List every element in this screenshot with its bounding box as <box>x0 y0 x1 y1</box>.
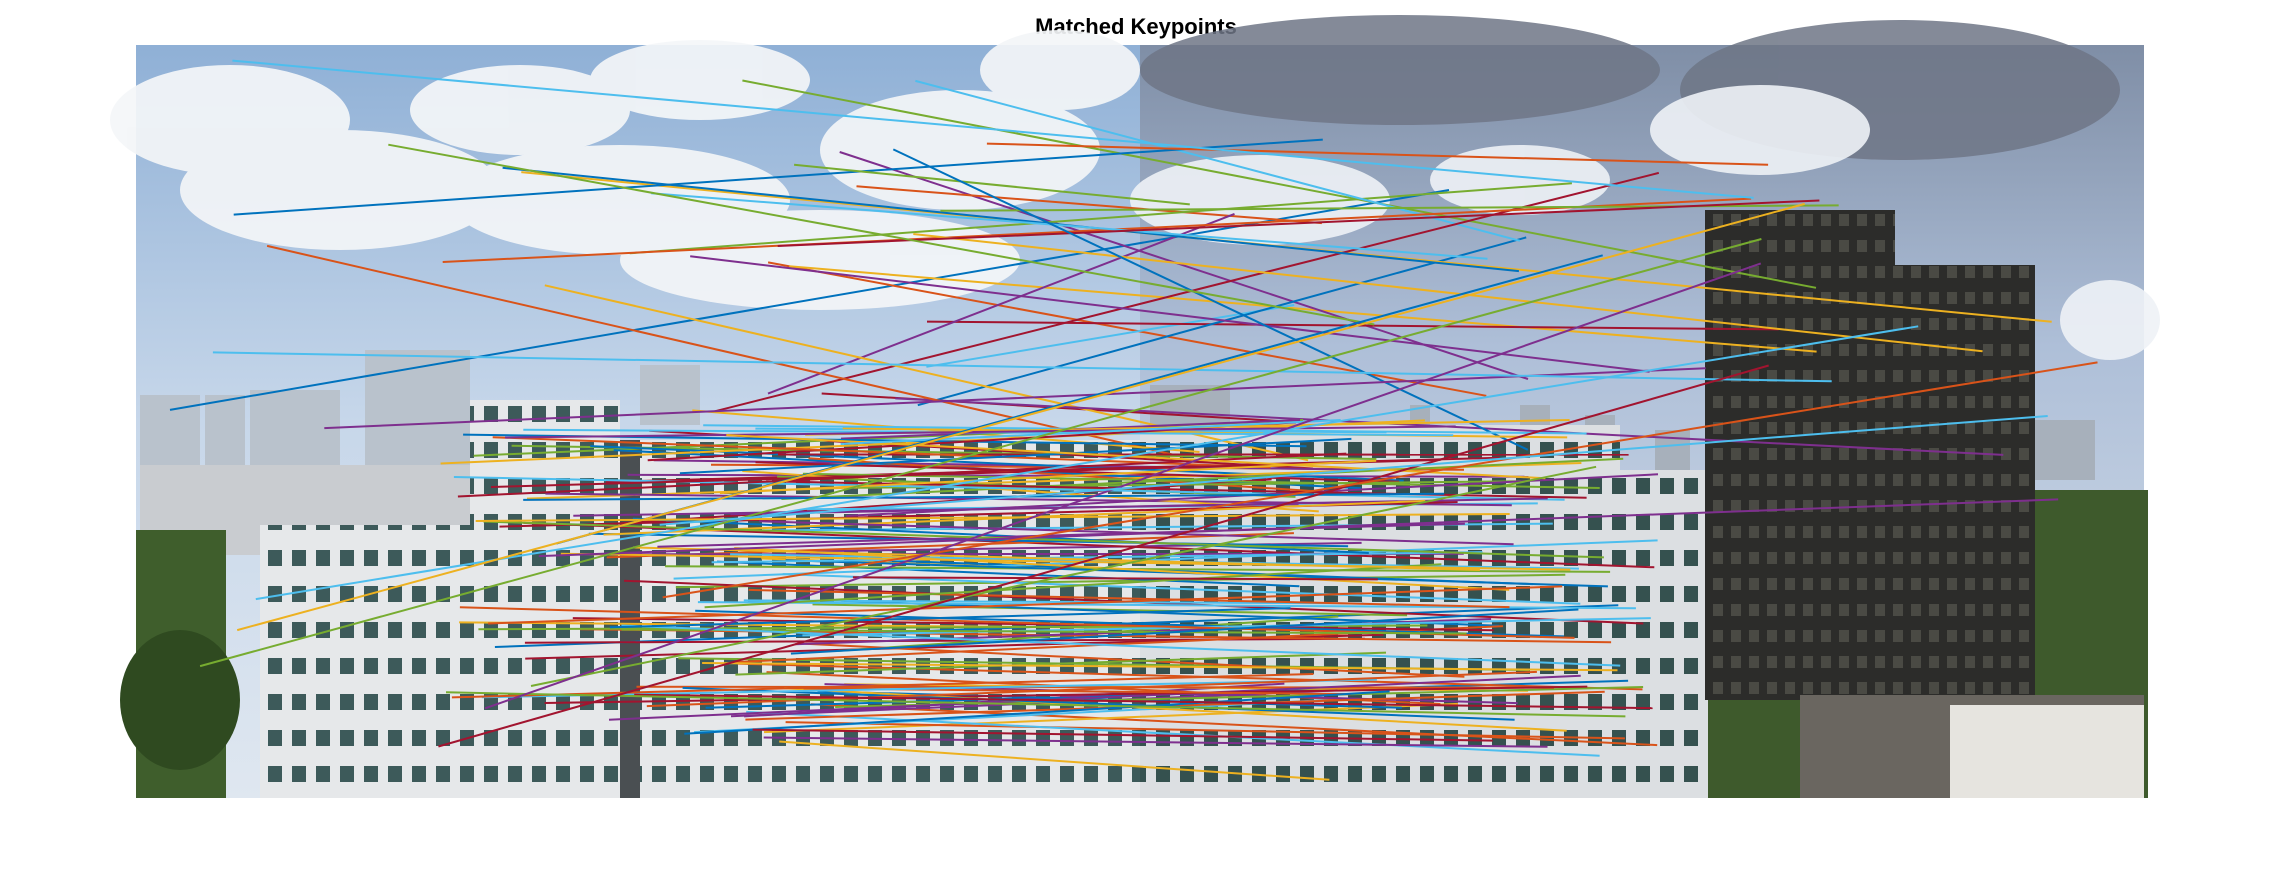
match-line <box>682 686 1515 721</box>
match-line <box>752 728 1493 742</box>
match-line <box>636 685 1555 689</box>
match-line <box>779 740 1330 781</box>
match-line <box>629 182 1572 255</box>
match-line <box>451 673 1314 699</box>
match-line <box>438 364 1769 748</box>
match-line <box>856 185 1322 225</box>
match-line <box>746 710 1600 757</box>
match-line <box>483 520 1604 559</box>
match-line <box>695 609 1565 638</box>
match-line <box>199 238 1762 668</box>
match-line <box>742 79 1817 289</box>
match-line <box>781 457 1624 500</box>
match-line <box>233 138 1323 216</box>
match-line <box>634 693 1653 710</box>
match-line <box>651 192 1488 260</box>
match-line <box>675 573 1566 589</box>
match-line <box>530 465 1597 687</box>
match-line <box>453 476 1565 501</box>
match-line <box>777 199 1820 247</box>
match-line <box>690 255 1650 373</box>
match-line <box>609 607 1291 629</box>
match-line <box>266 244 1184 458</box>
match-line <box>926 320 1779 331</box>
match-line <box>808 457 1391 498</box>
match-line <box>926 304 1295 368</box>
match-line <box>659 415 2048 526</box>
match-line <box>802 617 1651 637</box>
match-line <box>789 265 1817 353</box>
match-line <box>481 678 1377 699</box>
keypoint-match-lines <box>169 59 2098 781</box>
match-line <box>812 603 1408 617</box>
match-line <box>755 461 1400 483</box>
match-line <box>488 585 1563 625</box>
match-line <box>442 197 1752 263</box>
match-line <box>324 367 1706 430</box>
match-line <box>573 502 1299 517</box>
match-line <box>684 690 1390 735</box>
match-line <box>763 702 1459 734</box>
match-line <box>475 513 1510 522</box>
match-line <box>986 142 1769 166</box>
match-line <box>734 547 1510 591</box>
match-line <box>492 436 1271 469</box>
match-line <box>388 143 1375 326</box>
match-line <box>794 163 1190 206</box>
match-line <box>236 202 1805 632</box>
match-line <box>704 563 1442 609</box>
match-line <box>840 419 1341 445</box>
match-line <box>560 552 1571 571</box>
match-line <box>445 691 1626 718</box>
match-line <box>735 651 1387 676</box>
match-line <box>782 573 1581 605</box>
match-line <box>662 361 2098 599</box>
match-line <box>255 325 1919 601</box>
match-line <box>212 351 1832 383</box>
match-line <box>790 608 1579 655</box>
match-line <box>743 599 1364 605</box>
match-line <box>892 148 1529 451</box>
match-line <box>232 59 1754 199</box>
match-line <box>763 736 1548 748</box>
match-line <box>673 539 1658 580</box>
match-line <box>785 721 1625 740</box>
match-line <box>917 236 1527 407</box>
match-line <box>748 588 1510 609</box>
match-line <box>841 599 1500 627</box>
match-line <box>716 560 1300 588</box>
match-line <box>810 703 1658 747</box>
match-line <box>839 151 1529 380</box>
match-line <box>802 472 1600 489</box>
match-line <box>714 171 1660 413</box>
match-line <box>719 459 1377 495</box>
match-line <box>632 517 1369 554</box>
match-line <box>745 690 1605 721</box>
right-image <box>1130 15 2160 798</box>
left-image <box>110 30 1140 798</box>
match-line <box>484 262 1762 710</box>
match-line <box>572 617 1494 632</box>
match-line <box>913 233 1983 353</box>
match-line <box>702 662 1618 672</box>
match-line <box>852 576 1378 581</box>
match-line <box>608 674 1581 721</box>
match-line <box>544 685 1588 704</box>
